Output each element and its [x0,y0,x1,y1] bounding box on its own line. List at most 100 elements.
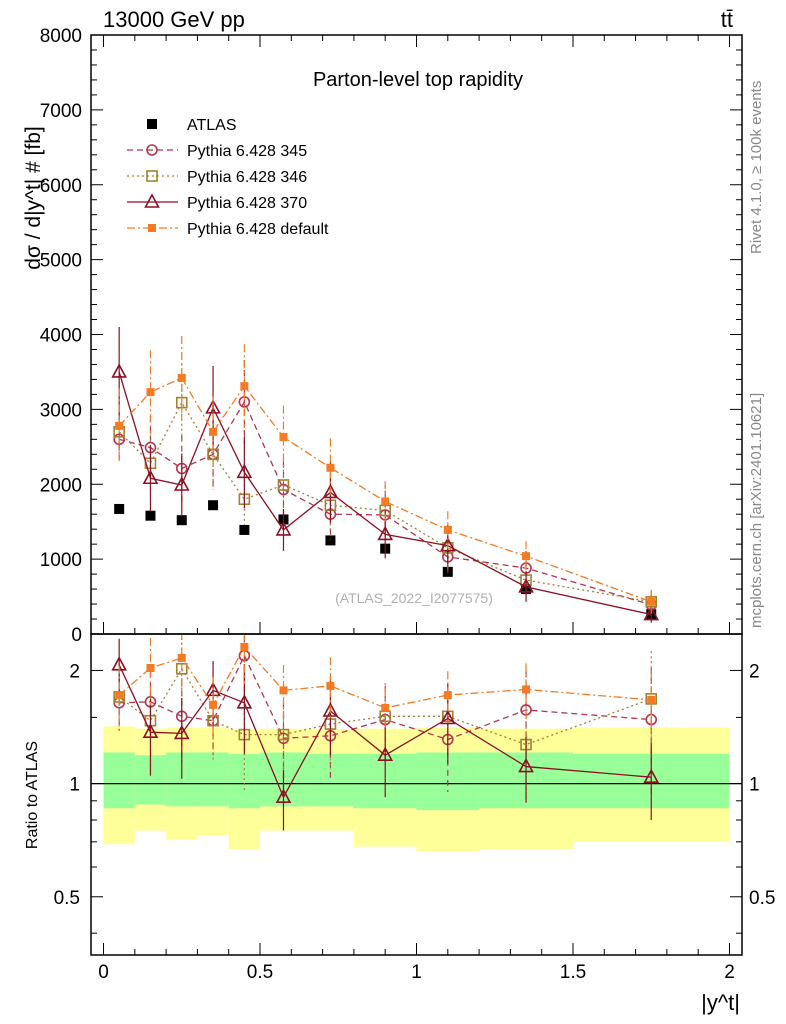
series-atlas-point [239,524,250,535]
series-pythia-6-428-default-ratio-point [381,703,390,712]
legend-entry: Pythia 6.428 370 [127,193,307,212]
series-pythia-6-428-default-ratio-point [146,664,155,673]
series-pythia-6-428-370-point [518,578,534,593]
series-pythia-6-428-370-point [377,525,394,541]
y-tick-label: 8000 [40,26,82,47]
series-pythia-6-428-370-point [111,363,128,378]
main-panel: Parton-level top rapidity (ATLAS_2022_I2… [22,26,743,955]
uncertainty-band-inner [306,753,354,807]
x-tick-label: 1.5 [560,962,586,983]
process-label: tt̄ [721,7,733,32]
y-tick-label: 5000 [40,251,82,272]
uncertainty-band-inner [103,752,135,809]
legend-marker [147,119,157,129]
series-atlas-point [114,503,125,514]
series-pythia-6-428-default-point [522,552,531,561]
ratio-tick-label-right: 0.5 [749,888,775,909]
series-pythia-6-428-default-point [647,597,656,606]
series-pythia-6-428-370-point [322,483,339,499]
analysis-tag: (ATLAS_2022_I2077575) [335,590,493,606]
series-pythia-6-428-default-point [115,421,124,430]
series-pythia-6-428-370-ratio-point [236,694,253,709]
series-pythia-6-428-370-ratio-point [142,723,159,739]
uncertainty-band-inner [197,752,229,807]
y-tick-label: 6000 [40,176,82,197]
ratio-tick-label-left: 0.5 [54,888,80,909]
uncertainty-band-inner [228,753,261,809]
legend-label: ATLAS [187,117,237,134]
y-tick-label: 2000 [40,475,82,496]
series-pythia-6-428-default-line [118,377,652,603]
ratio-y-axis-label: Ratio to ATLAS [24,741,41,849]
series-pythia-6-428-default-point [279,433,288,442]
series-pythia-6-428-default-point [209,427,218,436]
series-pythia-6-428-370-ratio-point [518,757,534,773]
legend-entry: Pythia 6.428 345 [127,143,307,160]
series-pythia-6-428-default-ratio-point [209,700,218,709]
series-pythia-6-428-default-ratio-point [443,691,452,700]
legend-marker [148,224,156,232]
legend-entry: Pythia 6.428 default [127,221,329,238]
series-pythia-6-428-default-point [381,497,390,506]
series-pythia-6-428-default-ratio-point [115,691,124,700]
series-pythia-6-428-370-point [173,476,190,491]
series-pythia-6-428-default-ratio-line [118,645,652,709]
series-pythia-6-428-346-point [277,479,290,491]
y-tick-label: 0 [71,625,82,646]
series-pythia-6-428-370-ratio-point [439,709,456,725]
ratio-tick-label-left: 1 [69,775,80,796]
series-pythia-6-428-default-ratio-point [647,695,656,704]
legend-label: Pythia 6.428 370 [187,195,307,212]
ratio-tick-label-left: 2 [69,661,80,682]
series-pythia-6-428-370-point [142,469,159,485]
series-pythia-6-428-370-ratio-point [173,724,190,740]
x-tick-label: 0 [98,962,109,983]
y-axis-label: dσ / d|y^t| # [fb] [22,126,45,269]
series-pythia-6-428-default-point [240,382,249,391]
legend-marker [146,144,158,156]
series-pythia-6-428-370-point [439,536,456,552]
series-atlas-point [208,500,219,511]
series-pythia-6-428-default-ratio-point [279,686,288,695]
mcplots-label: mcplots.cern.ch [arXiv:2401.10621] [748,393,765,628]
legend-label: Pythia 6.428 346 [187,169,307,186]
series-pythia-6-428-default-ratio-point [326,681,335,690]
legend-marker [146,170,158,182]
ratio-panel: 0.5 0.5 1 1 2 2 0 0.5 1 1.5 2 Ratio to ATLAS [24,633,775,983]
y-tick-label: 7000 [40,101,82,122]
series-pythia-6-428-370-ratio-point [275,788,292,804]
series-pythia-6-428-370-point [643,605,660,621]
series-pythia-6-428-default-ratio [115,634,656,739]
y-tick-label: 4000 [40,326,82,347]
chart-title: Parton-level top rapidity [313,69,523,91]
series-pythia-6-428-default-ratio-point [177,653,186,662]
legend-label: Pythia 6.428 default [187,221,329,238]
series-pythia-6-428-default-ratio-point [522,685,531,694]
series-pythia-6-428-346-ratio-point [277,728,290,741]
series-atlas-point [176,515,187,526]
series-pythia-6-428-default-ratio-point [240,642,249,651]
series-pythia-6-428-default-point [177,373,186,382]
ratio-tick-label-right: 1 [749,775,760,796]
series-pythia-6-428-370 [111,327,660,623]
y-tick-label: 3000 [40,400,82,421]
legend-marker [144,193,160,208]
ratio-frame [90,633,743,956]
legend: ATLAS Pythia 6.428 345 Pythia 6.428 346 Pyt… [127,117,329,238]
x-tick-label: 2 [724,962,735,983]
x-axis-label: |y^t| [701,990,740,1015]
beam-label: 13000 GeV pp [103,7,245,32]
series-atlas-point [145,510,156,521]
series-pythia-6-428-346-line [118,401,652,603]
series-pythia-6-428-default-point [146,388,155,397]
legend-entry: ATLAS [147,117,237,134]
y-tick-label: 1000 [40,550,82,571]
series-pythia-6-428-370-ratio-point [322,702,339,717]
series-pythia-6-428-370-ratio-point [643,768,660,783]
series-pythia-6-428-370-ratio-point [377,746,394,761]
x-tick-label: 0.5 [247,962,273,983]
series-atlas-point [325,535,336,546]
legend-label: Pythia 6.428 345 [187,143,307,160]
series-pythia-6-428-default-point [326,463,335,472]
